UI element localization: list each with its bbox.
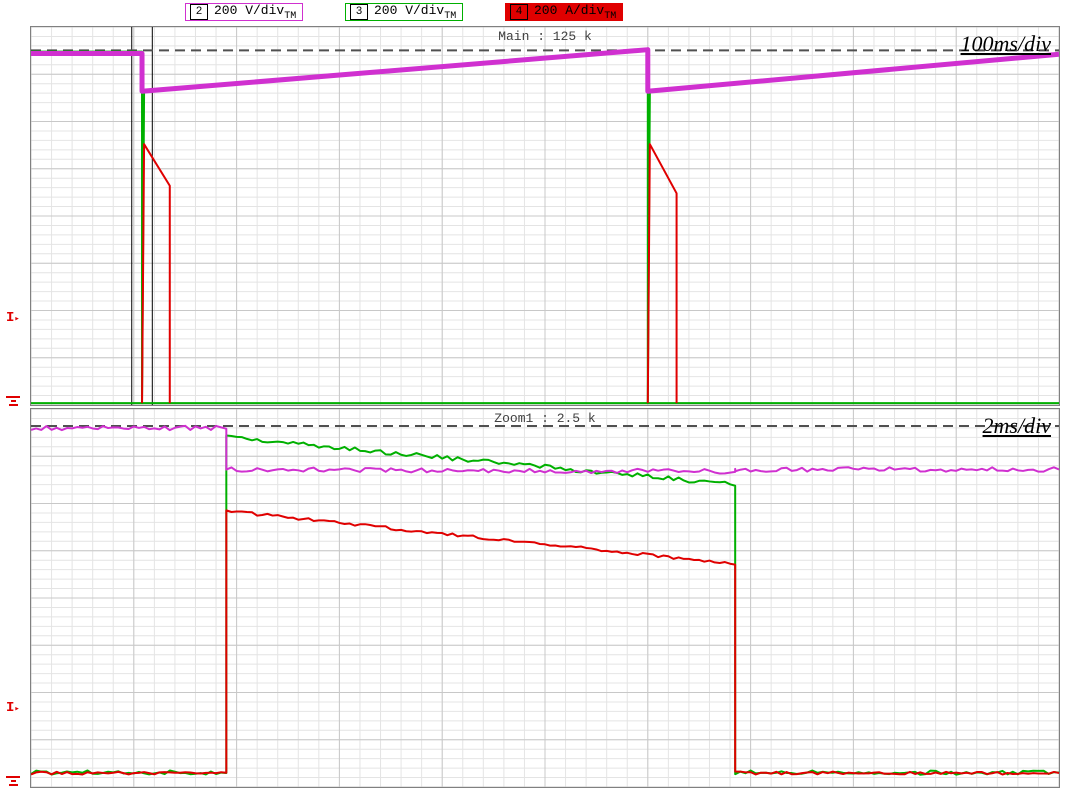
zoom-plot-timediv: 2ms/div bbox=[983, 413, 1051, 439]
zoom-plot-svg bbox=[31, 409, 1059, 787]
legend-index-ch2: 2 bbox=[190, 4, 208, 20]
trigger-marker-zoom: I▸ bbox=[6, 700, 24, 716]
zoom-plot-title: Zoom1 : 2.5 k bbox=[494, 411, 595, 426]
zoom-plot: Zoom1 : 2.5 k 2ms/div bbox=[30, 408, 1060, 788]
legend-chip-ch2: 2 200 V/divTM bbox=[185, 3, 303, 21]
legend-chip-ch4: 4 200 A/divTM bbox=[505, 3, 623, 21]
legend-label-ch4: 200 A/divTM bbox=[534, 3, 616, 22]
ground-marker-main bbox=[6, 396, 20, 406]
main-plot-svg bbox=[31, 27, 1059, 405]
ground-marker-zoom bbox=[6, 776, 20, 786]
legend-index-ch3: 3 bbox=[350, 4, 368, 20]
trigger-marker-main: I▸ bbox=[6, 310, 24, 326]
channel-legend: 2 200 V/divTM 3 200 V/divTM 4 200 A/divT… bbox=[0, 0, 1066, 22]
main-plot-timediv: 100ms/div bbox=[961, 31, 1051, 57]
legend-label-ch3: 200 V/divTM bbox=[374, 3, 456, 22]
legend-chip-ch3: 3 200 V/divTM bbox=[345, 3, 463, 21]
main-plot-title: Main : 125 k bbox=[498, 29, 592, 44]
main-plot: Main : 125 k 100ms/div bbox=[30, 26, 1060, 406]
legend-index-ch4: 4 bbox=[510, 4, 528, 20]
legend-label-ch2: 200 V/divTM bbox=[214, 3, 296, 22]
